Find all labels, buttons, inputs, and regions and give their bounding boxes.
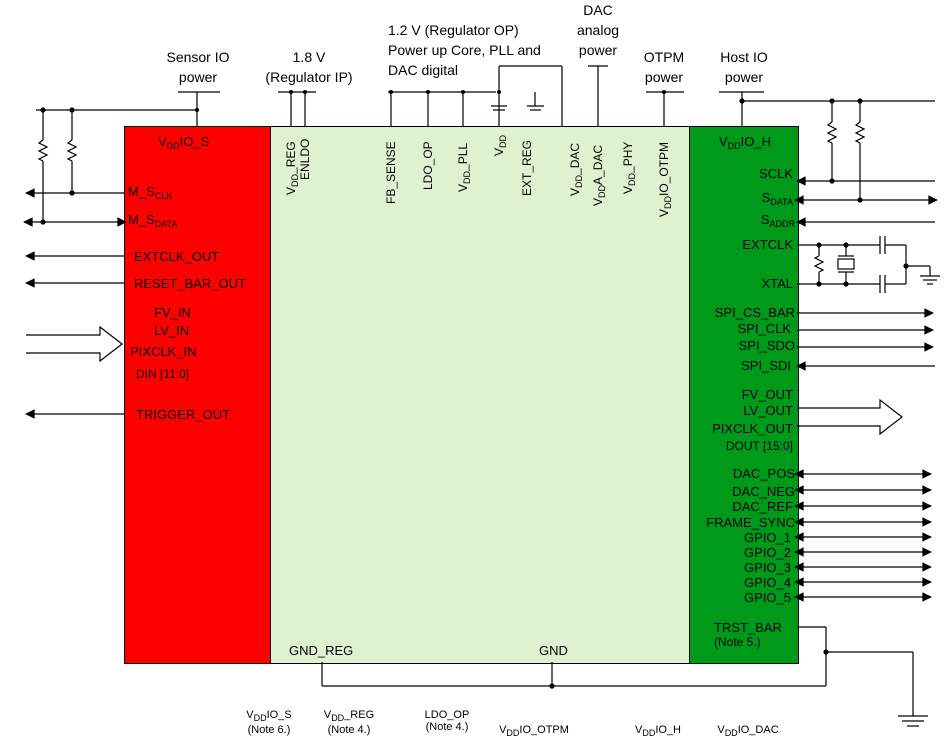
gpio-5-pin: GPIO_5 [744, 590, 791, 605]
gpio-4-pin: GPIO_4 [744, 575, 791, 590]
enldo-pin: ENLDO [298, 138, 312, 180]
fv-out-pin: FV_OUT [741, 387, 793, 402]
spi-clk-pin: SPI_CLK [737, 321, 791, 336]
extclk-pin: EXTCLK [742, 237, 793, 252]
vdda-dac-pin: VDDA_DAC [591, 144, 607, 206]
regulator-ip-label: 1.8 V (Regulator IP) [265, 49, 353, 85]
dout-bus-pin: DOUT [15:0] [725, 439, 793, 453]
dac-neg-pin: DAC_NEG [732, 484, 795, 499]
note-vddio-h: VDDIO_H [634, 724, 682, 738]
host-interface-block [689, 126, 799, 664]
din-bus-pin: DIN [11:0] [136, 367, 190, 381]
lv-out-pin: LV_OUT [743, 403, 793, 418]
gpio-1-pin: GPIO_1 [744, 530, 791, 545]
vdd-phy-pin: VDD_PHY [621, 141, 637, 194]
vdd-pll-pin: VDD_PLL [456, 142, 472, 192]
xtal-pin: XTAL [761, 276, 793, 291]
frame-sync-pin: FRAME_SYNC [706, 515, 795, 530]
core-block [270, 126, 691, 664]
ext-reg-pin: EXT_REG [520, 139, 534, 196]
pixclk-out-pin: PIXCLK_OUT [712, 421, 793, 436]
note-ldo-op: LDO_OP (Note 4.) [424, 709, 470, 733]
gpio-3-pin: GPIO_3 [744, 560, 791, 575]
vdd-io-s-pin: VDDIO_S [158, 134, 210, 151]
vdd-io-h-pin: VDDIO_H [719, 134, 772, 151]
trst-note: (Note 5.) [714, 635, 761, 649]
gnd-reg-pin: GND_REG [289, 643, 354, 658]
spi-sdi-pin: SPI_SDI [741, 358, 791, 373]
trst-bar-pin: TRST_BAR [714, 620, 782, 635]
fv-in-pin: FV_IN [154, 305, 191, 320]
vddio-otpm-pin: VDDIO_OTPM [657, 141, 673, 217]
note-vdd-reg: VDD_REG (Note 4.) [323, 709, 375, 736]
gnd-pin: GND [539, 643, 568, 658]
vdd-pin: VDD [492, 134, 508, 156]
sclk-pin: SCLK [759, 166, 793, 181]
spi-cs-bar-pin: SPI_CS_BAR [714, 305, 795, 320]
dac-analog-power-label: DAC analog power [576, 2, 620, 58]
lv-in-pin: LV_IN [154, 323, 190, 338]
dac-ref-pin: DAC_REF [732, 499, 793, 514]
ldo-op-pin: LDO_OP [421, 141, 435, 190]
sensor-io-power-label: Sensor IO power [166, 49, 230, 85]
saddr-pin: SADDR [760, 212, 795, 229]
gpio-2-pin: GPIO_2 [744, 545, 791, 560]
sensor-interface-block [124, 126, 272, 664]
dac-pos-pin: DAC_POS [732, 466, 795, 481]
spi-sdo-pin: SPI_SDO [738, 338, 795, 353]
m-sclk-pin: M_SCLK [128, 184, 173, 201]
note-vddio-otpm: VDDIO_OTPM [499, 724, 569, 738]
vdd-dac-pin: VDD_DAC [568, 142, 584, 196]
trigger-out-pin: TRIGGER_OUT [136, 407, 230, 422]
extclk-out-pin: EXTCLK_OUT [134, 249, 220, 264]
pixclk-in-pin: PIXCLK_IN [130, 344, 197, 359]
note-vddio-dac: VDDIO_DAC [717, 724, 779, 738]
host-io-power-label: Host IO power [720, 49, 768, 85]
note-vddio-s: VDDIO_S (Note 6.) [246, 709, 292, 736]
fb-sense-pin: FB_SENSE [384, 141, 398, 204]
otpm-power-label: OTPM power [643, 49, 685, 85]
regulator-op-label: 1.2 V (Regulator OP) Power up Core, PLL a… [388, 22, 541, 78]
m-sdata-pin: M_SDATA [128, 212, 178, 229]
sdata-pin: SDATA [761, 190, 793, 207]
reset-bar-out-pin: RESET_BAR_OUT [134, 276, 246, 291]
